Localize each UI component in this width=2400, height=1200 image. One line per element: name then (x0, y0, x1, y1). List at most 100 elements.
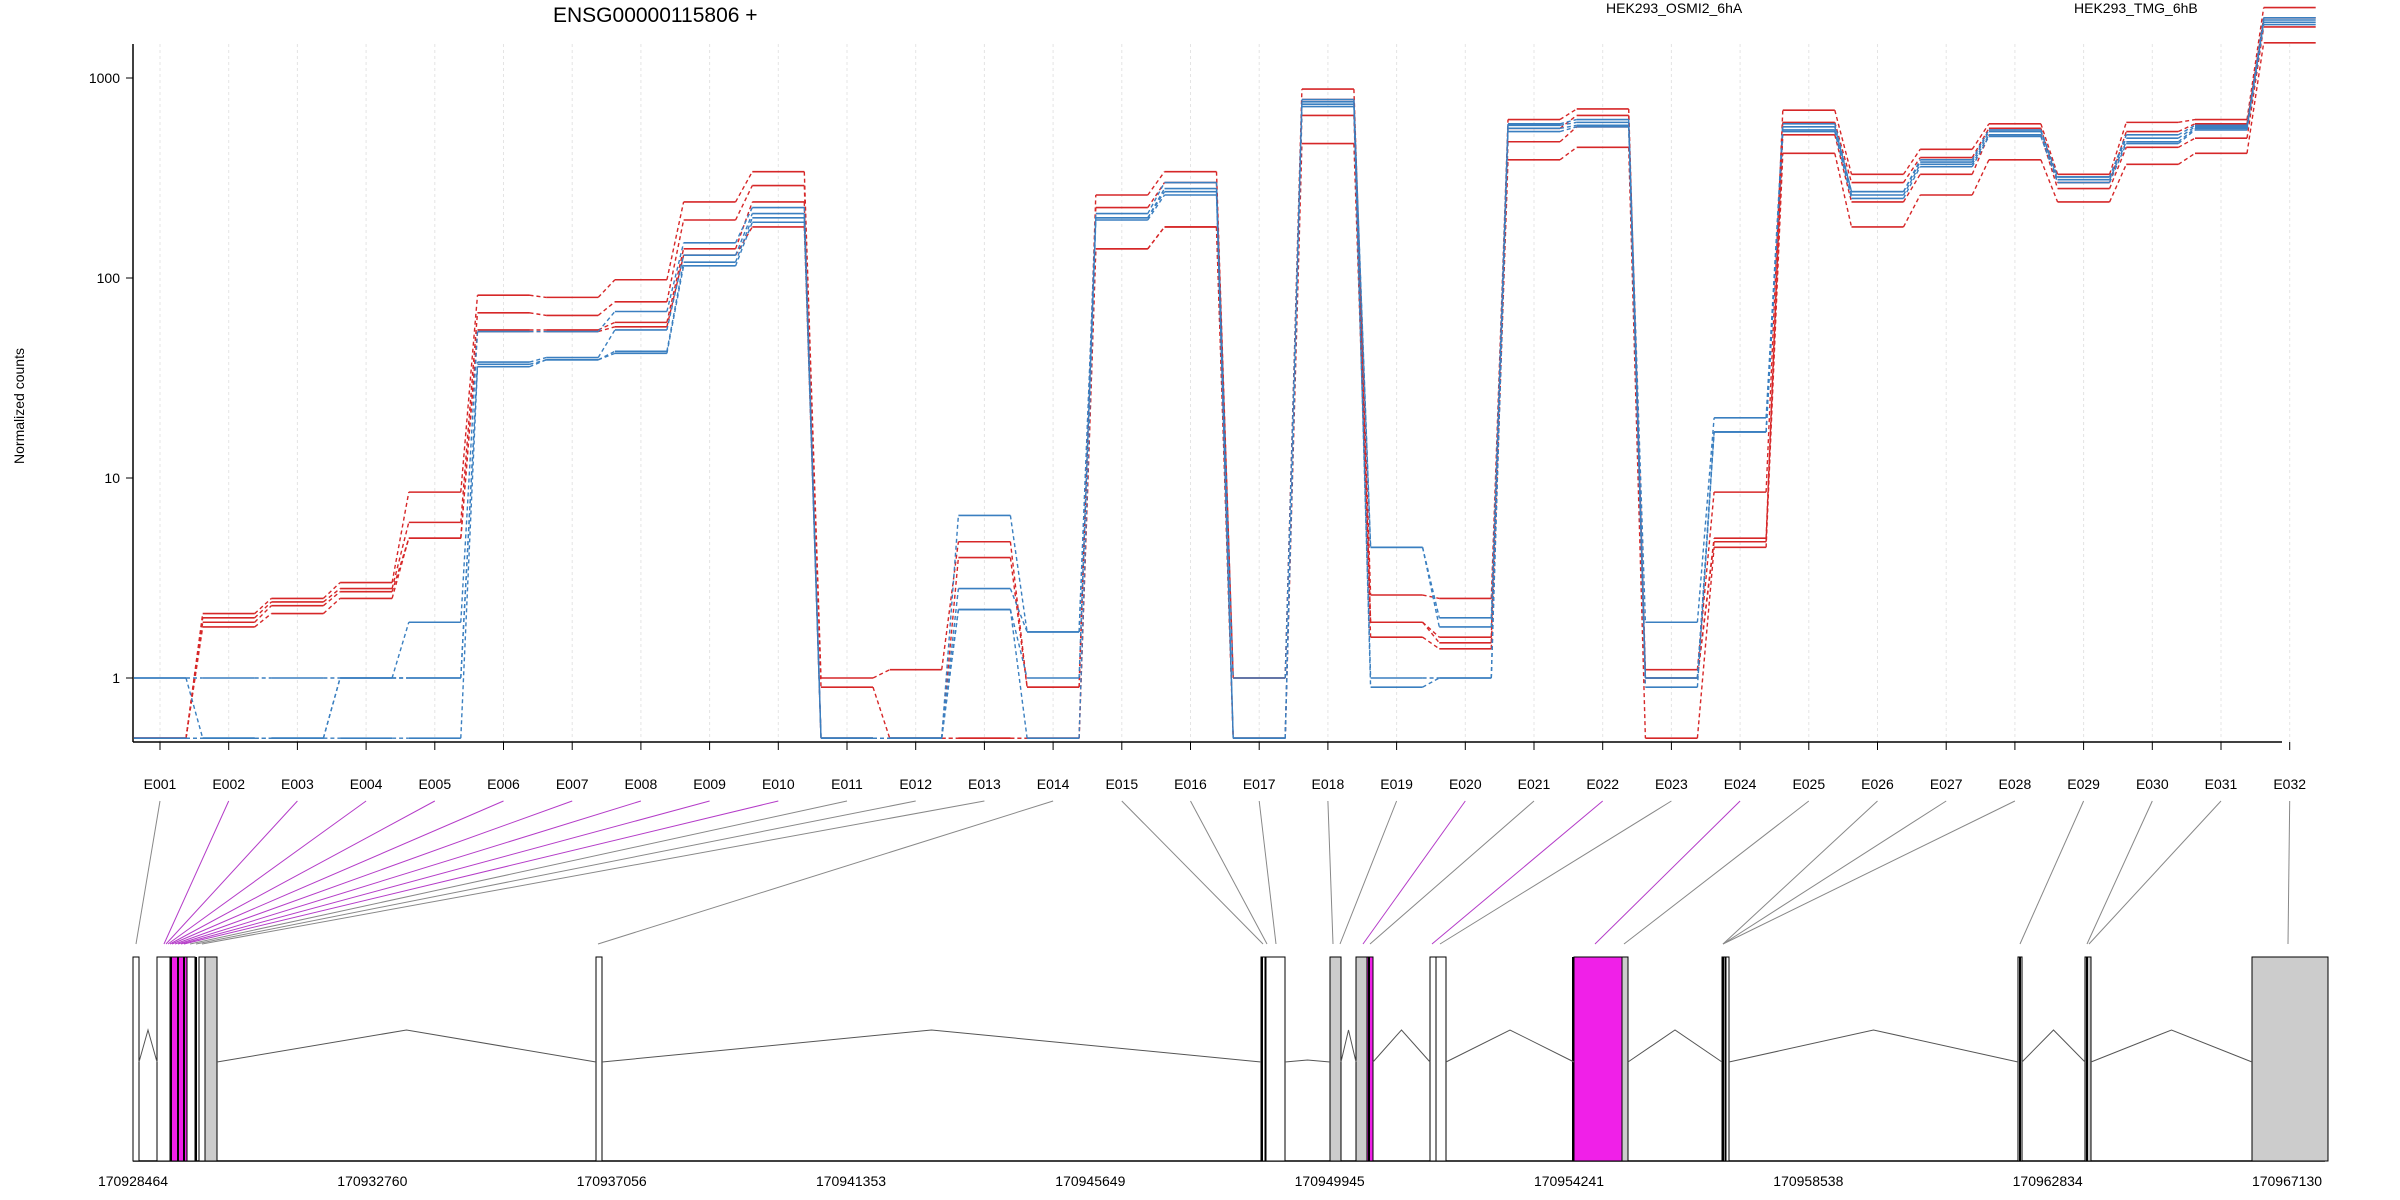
series-connector (734, 185, 753, 221)
x-tick-label: E022 (1586, 776, 1619, 792)
y-tick-label: 1000 (89, 70, 120, 86)
exon-box (1573, 956, 1623, 1162)
exon-connector (2287, 800, 2291, 945)
series-connector (666, 255, 685, 331)
exon-connector (167, 800, 367, 945)
series-connector (872, 669, 891, 679)
series-connector (1147, 182, 1166, 214)
intron (1372, 1029, 1431, 1063)
series-connector (734, 213, 753, 256)
series-connector (1490, 131, 1509, 679)
series-connector (391, 538, 410, 599)
intron (138, 1028, 158, 1063)
coordinate-label: 170949945 (1295, 1173, 1365, 1189)
series-connector (1147, 171, 1166, 196)
exon-connector (1258, 800, 1277, 945)
series-connector (1902, 166, 1921, 199)
x-tick-label: E007 (556, 776, 589, 792)
series-connector (1009, 588, 1028, 633)
x-tick-label: E015 (1105, 776, 1138, 792)
series-connector (1078, 219, 1097, 739)
series-connector (734, 171, 753, 203)
series-connector (529, 294, 547, 299)
exon-connector (1121, 800, 1264, 945)
x-tick-label: E025 (1792, 776, 1825, 792)
series-connector (2108, 131, 2127, 183)
exon-connector (163, 800, 230, 945)
series-connector (1559, 126, 1578, 143)
series-connector (1147, 194, 1166, 221)
series-connector (529, 356, 547, 363)
series-connector (1696, 417, 1715, 623)
series-connector (1559, 121, 1577, 127)
series-connector (460, 364, 479, 679)
series-connector (529, 312, 547, 317)
series-connector (2177, 124, 2196, 136)
series-connector (1971, 128, 1990, 158)
series-8 (134, 23, 2316, 740)
series-connector (1834, 123, 1853, 192)
series-connector (734, 201, 753, 250)
series-connector (391, 622, 410, 679)
exon-connector (189, 800, 848, 945)
series-connector (1902, 164, 1921, 196)
coordinate-label: 170962834 (2013, 1173, 2083, 1189)
x-axis: E001 E002 E003 E004 E005 E006 E007 E008 E009 E010… (133, 741, 2306, 792)
x-tick-label: E023 (1655, 776, 1688, 792)
intron (2021, 1029, 2086, 1063)
series-connector (1971, 136, 1990, 168)
series-connector (1421, 547, 1440, 618)
series-connector (2246, 42, 2265, 154)
series-5 (134, 16, 2316, 740)
exon-connector (597, 800, 1054, 945)
exon-connector (1439, 800, 1672, 945)
coordinate-label: 170937056 (577, 1173, 647, 1189)
series-connector (1215, 188, 1234, 679)
x-tick-label: E002 (212, 776, 245, 792)
series-connector (1009, 515, 1028, 633)
series-connector (322, 591, 341, 607)
coordinate-label: 170941353 (816, 1173, 886, 1189)
series-connector (1009, 609, 1028, 679)
series-connector (1559, 126, 1577, 133)
series-connector (941, 609, 960, 739)
series-connector (1971, 131, 1990, 163)
series-2 (134, 16, 2316, 740)
intron (601, 1029, 1262, 1063)
series-connector (2108, 137, 2127, 178)
series-connector (872, 686, 891, 739)
coordinate-label: 170932760 (337, 1173, 407, 1189)
x-tick-label: E018 (1312, 776, 1345, 792)
series-connector (460, 366, 479, 739)
series-connector (1696, 431, 1715, 679)
x-tick-label: E012 (899, 776, 932, 792)
x-tick-label: E032 (2273, 776, 2306, 792)
exon-connector (177, 800, 642, 945)
series-connector (254, 613, 272, 628)
exon-connector (180, 800, 710, 945)
series-connector (2040, 159, 2059, 203)
x-tick-label: E028 (1999, 776, 2032, 792)
series-connector (2177, 129, 2196, 145)
series-connector (1147, 182, 1166, 208)
exon-box (1329, 956, 1342, 1162)
series-connector (460, 331, 479, 623)
series-7 (134, 21, 2316, 740)
x-tick-label: E026 (1861, 776, 1894, 792)
y-tick-label: 10 (104, 470, 120, 486)
x-tick-label: E019 (1380, 776, 1413, 792)
series-connector (1902, 159, 1921, 193)
x-tick-label: E024 (1724, 776, 1757, 792)
series-connector (1696, 547, 1715, 739)
y-axis-label: Normalized counts (11, 348, 27, 464)
coordinate-label: 170958538 (1773, 1173, 1843, 1189)
x-tick-label: E013 (968, 776, 1001, 792)
series-connector (2108, 147, 2127, 189)
exon-connector (183, 800, 779, 945)
series-connector (460, 312, 479, 523)
series-connector (666, 265, 685, 354)
series-connector (1147, 226, 1166, 250)
series-connector (666, 255, 685, 327)
series-connector (597, 352, 616, 361)
series-connector (1559, 124, 1577, 130)
